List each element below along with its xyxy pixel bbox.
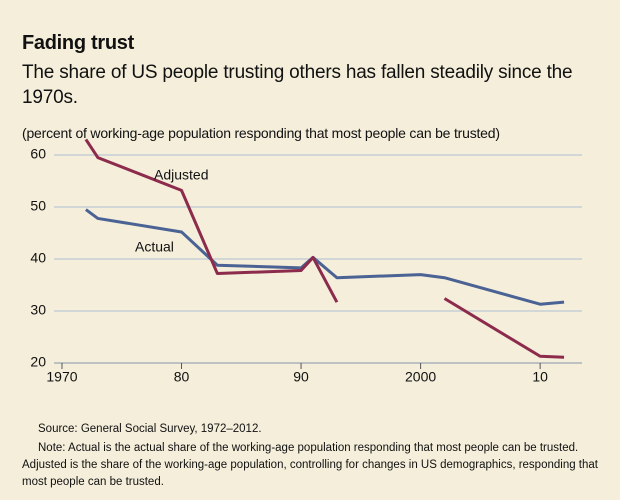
x-tick-label: 80 [174,369,190,385]
chart-title: Fading trust [22,32,134,54]
x-tick-label: 10 [532,369,548,385]
line-series [84,208,565,306]
y-tick-label: 60 [30,146,46,162]
y-tick-label: 40 [30,250,46,266]
x-tick-label: 90 [293,369,309,385]
x-tick-label: 2000 [405,369,436,385]
note: Note: Actual is the actual share of the … [22,442,598,488]
source: Source: General Social Survey, 1972–2012… [38,423,262,435]
y-tick-label: 50 [30,198,46,214]
x-tick-label: 1970 [46,369,77,385]
series-label: Adjusted [154,167,208,183]
chart: 20 30 40 50 60 1970 80 90 2000 10 Actual Adjusted [30,138,582,385]
y-axis-label: (percent of working-age population respo… [22,125,500,141]
series-label: Actual [135,239,174,255]
y-tick-label: 30 [30,302,46,318]
chart-subtitle: The share of US people trusting others h… [22,62,573,108]
y-tick-label: 20 [30,354,46,370]
line-series [84,138,565,359]
